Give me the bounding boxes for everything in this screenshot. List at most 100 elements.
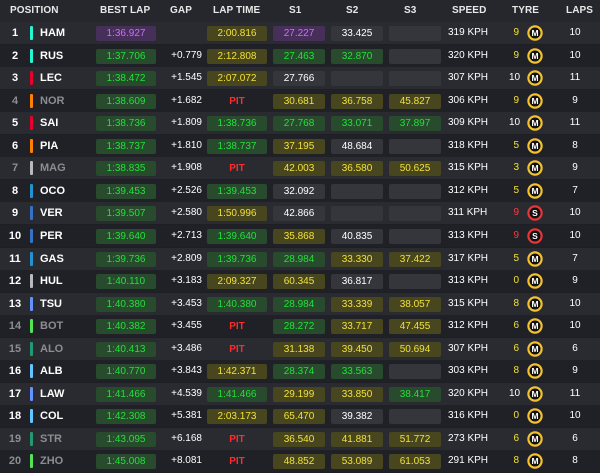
sector-s1-time: 28.272 xyxy=(273,319,325,335)
driver-code: BOT xyxy=(40,320,64,333)
best-lap-time: 1:38.737 xyxy=(96,138,156,154)
table-row[interactable]: 12 HUL 1:40.110 +3.183 2:09.327 60.345 36.817 3… xyxy=(0,270,600,293)
tyre-compound-icon: M xyxy=(527,92,543,109)
pit-status: PIT xyxy=(229,433,245,445)
laps-completed: 11 xyxy=(569,387,581,399)
sector-s3-time: 61.053 xyxy=(389,454,441,470)
gap-to-leader: +1.908 xyxy=(171,162,202,174)
table-row[interactable]: 7 MAG 1:38.835 +1.908 PIT 42.003 36.580 50.625 3… xyxy=(0,157,600,180)
table-row[interactable]: 10 PER 1:39.640 +2.713 1:39.640 35.868 40.835 3… xyxy=(0,224,600,247)
table-row[interactable]: 19 STR 1:43.095 +6.168 PIT 36.540 41.881 51.772… xyxy=(0,427,600,450)
tyre-compound-letter: M xyxy=(531,344,538,354)
gap-to-leader: +4.539 xyxy=(171,387,202,399)
sector-s1-time: 42.003 xyxy=(273,161,325,177)
table-row[interactable]: 16 ALB 1:40.770 +3.843 1:42.371 28.374 33.563 3… xyxy=(0,360,600,383)
tyre-compound-icon: M xyxy=(527,318,543,334)
driver-code: SAI xyxy=(40,117,59,130)
sector-s2-time: 36.817 xyxy=(331,274,383,290)
tyre-compound-icon: M xyxy=(527,47,543,64)
sector-s1-time: 28.374 xyxy=(273,364,325,380)
sector-s3-time: 51.772 xyxy=(389,431,441,447)
driver-code: NOR xyxy=(40,94,65,107)
pit-status: PIT xyxy=(229,343,245,355)
last-lap-time: 1:42.371 xyxy=(207,364,267,380)
table-row[interactable]: 17 LAW 1:41.466 +4.539 1:41.466 29.199 33.850 3… xyxy=(0,382,600,405)
position-number: 11 xyxy=(9,252,21,265)
tyre-compound-letter: M xyxy=(531,412,538,422)
tyre-compound-letter: M xyxy=(531,321,538,331)
tyre-compound-icon: M xyxy=(527,138,543,154)
sector-s1-time: 65.470 xyxy=(273,409,325,425)
header-laps: LAPS xyxy=(566,5,594,16)
tyre-compound-letter: M xyxy=(531,299,538,309)
table-row[interactable]: 15 ALO 1:40.413 +3.486 PIT 31.138 39.450 50.694… xyxy=(0,337,600,360)
team-color-bar xyxy=(30,431,33,446)
sector-s3-time: 38.057 xyxy=(389,296,441,312)
sector-s3-time xyxy=(389,183,441,199)
speed-trap: 303 KPH xyxy=(448,365,489,377)
team-color-bar xyxy=(30,364,33,379)
table-row[interactable]: 14 BOT 1:40.382 +3.455 PIT 28.272 33.717 47.455… xyxy=(0,315,600,338)
driver-code: ALB xyxy=(40,365,63,378)
sector-s3-time: 50.625 xyxy=(389,161,441,177)
last-lap-time: 1:50.996 xyxy=(207,206,267,222)
table-row[interactable]: 5 SAI 1:38.736 +1.809 1:38.736 27.768 33.071 37… xyxy=(0,112,600,135)
best-lap-time: 1:38.472 xyxy=(96,71,156,87)
speed-trap: 306 KPH xyxy=(448,94,489,106)
header-s3: S3 xyxy=(404,5,417,16)
tyre-compound-icon: M xyxy=(527,70,543,86)
team-color-bar xyxy=(30,251,33,266)
speed-trap: 319 KPH xyxy=(448,27,489,38)
position-number: 1 xyxy=(11,27,19,39)
tyre-compound-icon: M xyxy=(527,295,543,312)
best-lap-time: 1:40.382 xyxy=(96,319,156,335)
driver-code: COL xyxy=(40,410,64,423)
table-row[interactable]: 9 VER 1:39.507 +2.580 1:50.996 42.866 311 KPH 9… xyxy=(0,202,600,225)
best-lap-time: 1:40.413 xyxy=(96,341,156,357)
speed-trap: 315 KPH xyxy=(448,162,489,174)
team-color-bar xyxy=(30,341,33,356)
sector-s2-time: 40.835 xyxy=(331,228,383,244)
tyre-laps: 8 xyxy=(513,297,519,309)
tyre-laps: 0 xyxy=(513,275,519,287)
table-row[interactable]: 8 OCO 1:39.453 +2.526 1:39.453 32.092 312 KPH 5… xyxy=(0,179,600,202)
pit-status: PIT xyxy=(229,321,245,333)
tyre-compound-letter: M xyxy=(531,28,538,38)
gap-to-leader: +3.843 xyxy=(171,365,202,377)
tyre-laps: 5 xyxy=(513,139,519,151)
pit-status: PIT xyxy=(229,163,245,175)
speed-trap: 320 KPH xyxy=(448,387,489,399)
table-row[interactable]: 11 GAS 1:39.736 +2.809 1:39.736 28.984 33.330 3… xyxy=(0,247,600,270)
tyre-compound-letter: M xyxy=(531,73,538,83)
speed-trap: 307 KPH xyxy=(448,72,489,84)
tyre-compound-letter: M xyxy=(531,276,538,286)
best-lap-time: 1:38.736 xyxy=(96,116,156,132)
tyre-laps: 8 xyxy=(513,365,519,377)
sector-s1-time: 27.766 xyxy=(273,71,325,87)
sector-s2-time: 33.425 xyxy=(331,26,383,41)
team-color-bar xyxy=(30,183,33,198)
driver-code: ALO xyxy=(40,342,64,355)
header-position: POSITION xyxy=(10,5,59,16)
tyre-compound-icon: M xyxy=(527,408,543,425)
best-lap-time: 1:40.110 xyxy=(96,274,156,290)
laps-completed: 9 xyxy=(572,275,578,287)
position-number: 3 xyxy=(11,72,19,85)
sector-s1-time: 42.866 xyxy=(273,206,325,222)
table-row[interactable]: 13 TSU 1:40.380 +3.453 1:40.380 28.984 33.339 3… xyxy=(0,292,600,315)
sector-s3-time xyxy=(389,48,441,64)
sector-s1-time: 32.092 xyxy=(273,183,325,199)
last-lap-time: 1:38.736 xyxy=(207,116,267,132)
table-row[interactable]: 2 RUS 1:37.706 +0.779 2:12.808 27.463 32.870 32… xyxy=(0,44,600,67)
table-row[interactable]: 1 HAM 1:36.927 2:00.816 27.227 33.425 319 KPH 9… xyxy=(0,22,600,44)
position-number: 17 xyxy=(8,387,22,400)
table-header: POSITION BEST LAP GAP LAP TIME S1 S2 S3 … xyxy=(0,0,600,22)
table-row[interactable]: 20 ZHO 1:45.008 +8.081 PIT 48.852 53.089 61.053… xyxy=(0,450,600,473)
gap-to-leader: +1.810 xyxy=(171,139,202,151)
table-row[interactable]: 3 LEC 1:38.472 +1.545 2:07.072 27.766 307 KPH 1… xyxy=(0,67,600,90)
table-row[interactable]: 18 COL 1:42.308 +5.381 2:03.173 65.470 39.382 3… xyxy=(0,405,600,428)
table-row[interactable]: 4 NOR 1:38.609 +1.682 PIT 30.681 36.758 45.827 3… xyxy=(0,89,600,112)
sector-s3-time: 37.422 xyxy=(389,251,441,267)
table-row[interactable]: 6 PIA 1:38.737 +1.810 1:38.737 37.195 48.684 31… xyxy=(0,134,600,157)
sector-s1-time: 60.345 xyxy=(273,274,325,290)
